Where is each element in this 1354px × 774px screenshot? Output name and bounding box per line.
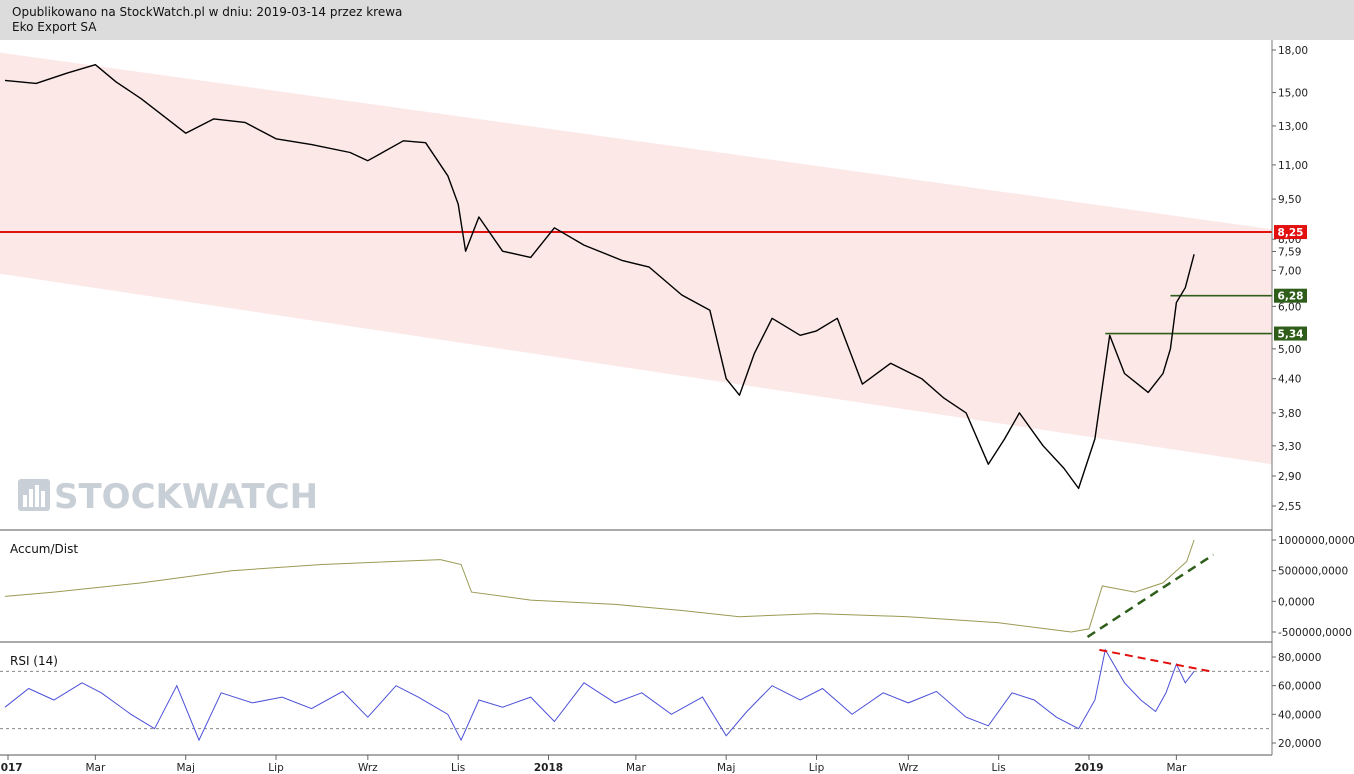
x-axis: 2017 Mar Maj Lip Wrz Lis 2018 Mar Maj Lip Wrz Lis 20… <box>0 755 1187 774</box>
accum-dist-title: Accum/Dist <box>10 542 78 556</box>
watermark-text: STOCKWATCH <box>54 477 318 517</box>
price-channel-band <box>0 52 1272 465</box>
x-tick-label: Wrz <box>898 762 918 774</box>
x-tick-label: Mar <box>1166 762 1186 774</box>
x-tick-label: Lip <box>268 762 284 774</box>
price-y-tick-label: 7,00 <box>1278 265 1301 277</box>
panel-frame <box>0 40 1273 756</box>
resistance-tag-label: 8,25 <box>1278 227 1304 239</box>
price-panel: 2,552,903,303,804,405,006,007,007,598,00… <box>0 45 1308 513</box>
accum-y-tick-label: -500000,0000 <box>1278 627 1352 639</box>
price-y-tick-label: 15,00 <box>1278 88 1308 100</box>
price-y-tick-label: 11,00 <box>1278 160 1308 172</box>
accum-trendline <box>1086 553 1215 638</box>
x-tick-label: 2018 <box>534 762 563 774</box>
price-y-tick-label: 5,00 <box>1278 344 1301 356</box>
rsi-y-tick-label: 20,0000 <box>1278 738 1321 750</box>
support-tag-label: 6,28 <box>1278 291 1304 303</box>
price-y-tick-label: 6,00 <box>1278 301 1301 313</box>
x-tick-label: 2019 <box>1074 762 1103 774</box>
rsi-y-tick-label: 60,0000 <box>1278 681 1321 693</box>
price-y-tick-label: 3,30 <box>1278 441 1301 453</box>
rsi-y-tick-label: 40,0000 <box>1278 709 1321 721</box>
price-y-tick-label: 7,59 <box>1278 246 1301 258</box>
bar-chart-logo-icon <box>18 479 50 511</box>
price-y-tick-label: 2,90 <box>1278 471 1301 483</box>
x-tick-label: Mar <box>626 762 646 774</box>
x-tick-label: 2017 <box>0 762 23 774</box>
support-tag <box>1274 288 1307 303</box>
x-tick-label: Mar <box>85 762 105 774</box>
accum-y-tick-label: 500000,0000 <box>1278 566 1348 578</box>
rsi-y-tick-label: 80,0000 <box>1278 652 1321 664</box>
rsi-title: RSI (14) <box>10 654 58 668</box>
resistance-tag <box>1274 225 1307 240</box>
chart-header: Opublikowano na StockWatch.pl w dniu: 20… <box>0 0 1354 40</box>
rsi-series-line <box>4 648 1195 742</box>
x-tick-label: Lip <box>809 762 825 774</box>
accum-dist-series-line <box>4 539 1195 633</box>
price-y-tick-label: 9,50 <box>1278 194 1301 206</box>
price-y-tick-label: 18,00 <box>1278 45 1308 57</box>
watermark: STOCKWATCH <box>18 477 318 517</box>
accum-y-tick-label: 0,0000 <box>1278 596 1315 608</box>
x-tick-label: Maj <box>717 762 735 774</box>
price-series-line <box>4 63 1195 490</box>
accum-dist-panel: Accum/Dist 1000000,0000 500000,0000 0,0000… <box>4 535 1354 639</box>
x-tick-label: Lis <box>992 762 1006 774</box>
price-y-tick-label: 2,55 <box>1278 501 1301 513</box>
accum-y-tick-label: 1000000,0000 <box>1278 535 1354 547</box>
price-y-tick-label: 4,40 <box>1278 374 1301 386</box>
rsi-panel: RSI (14) 80,0000 60,0000 40,0000 20,0000 <box>0 648 1321 750</box>
x-tick-label: Lis <box>451 762 465 774</box>
price-y-tick-label: 3,80 <box>1278 408 1301 420</box>
support-tag <box>1274 326 1307 341</box>
x-tick-label: Maj <box>176 762 194 774</box>
ticker-name: Eko Export SA <box>12 20 97 34</box>
rsi-trendline <box>1099 648 1211 673</box>
price-y-tick-label: 13,00 <box>1278 121 1308 133</box>
background-layer <box>0 52 1272 465</box>
published-info: Opublikowano na StockWatch.pl w dniu: 20… <box>12 5 403 19</box>
support-tag-label: 5,34 <box>1278 329 1304 341</box>
x-tick-label: Wrz <box>358 762 378 774</box>
